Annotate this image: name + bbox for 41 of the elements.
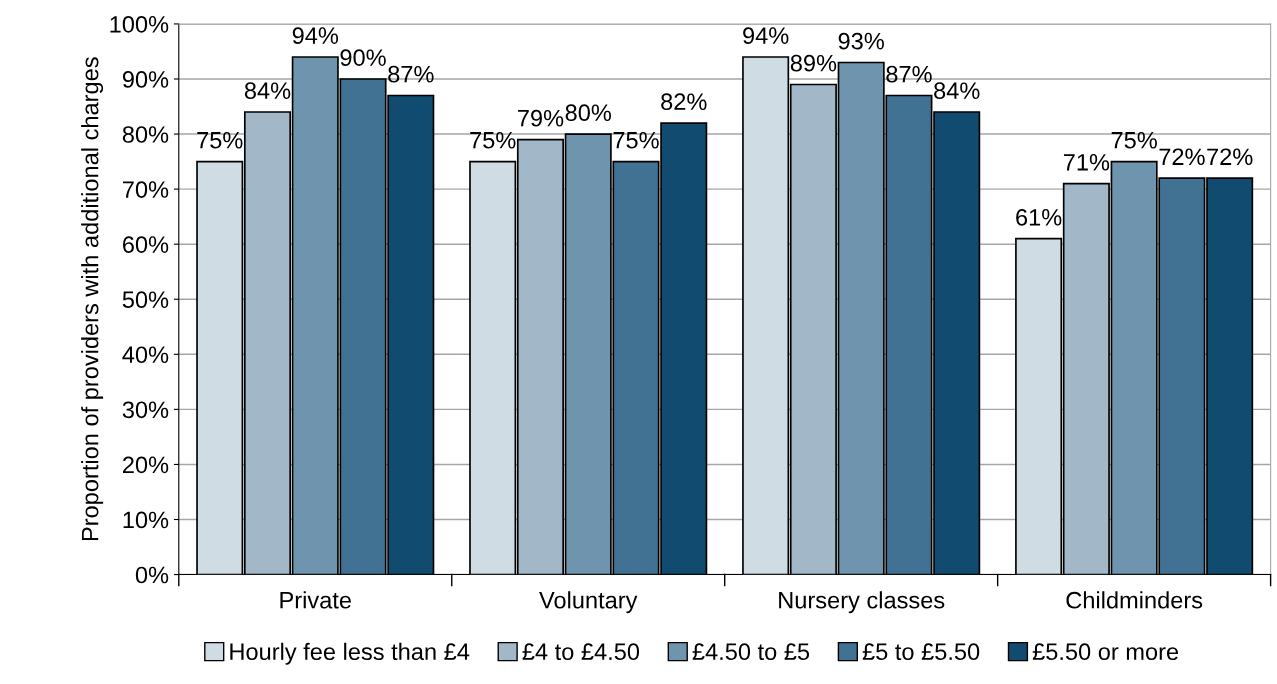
data-label: 87% bbox=[886, 65, 932, 83]
y-tick-label: 30% bbox=[122, 401, 169, 419]
x-tick-label: Childminders bbox=[1066, 591, 1203, 609]
y-tick-label: 20% bbox=[122, 456, 169, 474]
y-tick-label: 80% bbox=[122, 126, 169, 143]
legend-label: £5 to £5.50 bbox=[862, 643, 980, 661]
y-tick-label: 40% bbox=[122, 346, 169, 364]
data-label: 94% bbox=[743, 27, 789, 44]
data-label: 75% bbox=[613, 131, 659, 149]
data-label: 80% bbox=[565, 104, 612, 122]
data-label: 84% bbox=[934, 82, 980, 100]
data-label: 84% bbox=[244, 82, 291, 100]
data-label: 90% bbox=[340, 49, 386, 66]
data-label: 79% bbox=[518, 109, 564, 127]
y-axis-title: Proportion of providers with additional charges bbox=[81, 57, 104, 541]
y-tick-label: 0% bbox=[135, 566, 169, 584]
y-tick-label: 70% bbox=[123, 181, 169, 198]
y-tick-label: 10% bbox=[123, 511, 169, 529]
x-tick-label: Private bbox=[280, 591, 351, 609]
data-label: 71% bbox=[1063, 154, 1110, 171]
data-label: 93% bbox=[838, 32, 884, 50]
data-label: 89% bbox=[790, 54, 837, 72]
data-label: 87% bbox=[388, 65, 434, 83]
data-label: 72% bbox=[1159, 148, 1205, 166]
x-tick-label: Voluntary bbox=[539, 591, 638, 614]
data-label: 94% bbox=[292, 27, 339, 44]
legend-label: Hourly fee less than £4 bbox=[230, 642, 470, 665]
data-label: 72% bbox=[1207, 148, 1253, 166]
x-tick-label: Nursery classes bbox=[779, 591, 945, 614]
data-label: 75% bbox=[1111, 131, 1157, 149]
legend-label: £4.50 to £5 bbox=[692, 643, 810, 661]
y-tick-label: 90% bbox=[122, 71, 169, 88]
legend-label: £5.50 or more bbox=[1032, 643, 1179, 661]
y-tick-label: 50% bbox=[122, 291, 169, 309]
y-tick-label: 60% bbox=[123, 236, 169, 253]
data-label: 75% bbox=[470, 131, 516, 149]
legend-label: £4 to £4.50 bbox=[522, 643, 640, 661]
data-label: 75% bbox=[197, 131, 243, 149]
data-label: 82% bbox=[661, 93, 707, 111]
y-tick-label: 100% bbox=[110, 16, 169, 33]
data-label: 61% bbox=[1016, 208, 1062, 226]
